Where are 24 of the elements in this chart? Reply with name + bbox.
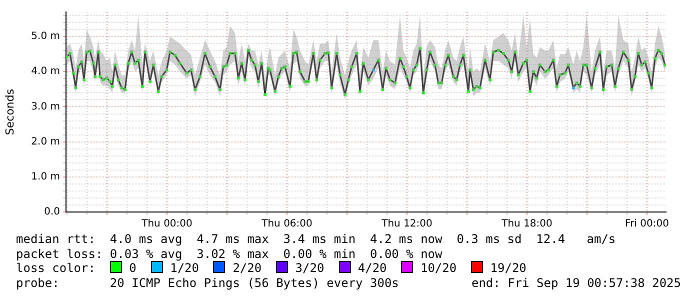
x-tick-label: Thu 06:00 (260, 218, 312, 230)
y-tick-label: 3.0 m (31, 101, 60, 112)
y-tick-label: 4.0 m (31, 66, 60, 78)
text: 4/20 (358, 261, 387, 275)
y-tick-label: 2.0 m (31, 136, 60, 148)
text: 2/20 (232, 261, 262, 275)
text: packet loss: 0.03 % avg 3.02 % max 0.00 % min 0.00 % now (16, 246, 444, 261)
x-tick-label: Thu 12:00 (380, 218, 432, 230)
y-axis-title: Seconds (3, 88, 16, 136)
text: end: Fri Sep 19 00:57:38 2025 (471, 276, 681, 290)
text: 3/20 (295, 261, 324, 275)
text: 19/20 (490, 261, 526, 275)
text: loss color: (16, 261, 96, 275)
x-tick-label: Fri 00:00 (625, 218, 669, 230)
text: probe: 20 ICMP Echo Pings (56 Bytes) every 300s (16, 276, 399, 290)
y-tick-label: 0.0 (44, 206, 60, 218)
text: 10/20 (420, 261, 457, 275)
text: 0 (129, 261, 136, 275)
x-tick-label: Thu 18:00 (500, 218, 552, 230)
text: 1/20 (170, 261, 199, 275)
y-tick-label: 1.0 m (31, 172, 60, 183)
text: median rtt: 4.0 ms avg 4.7 ms max 3.4 ms min 4.2 ms now 0.3 ms sd 12.4 am/s (16, 232, 617, 246)
x-tick-label: Thu 00:00 (140, 218, 192, 230)
y-tick-label: 5.0 m (31, 31, 60, 42)
